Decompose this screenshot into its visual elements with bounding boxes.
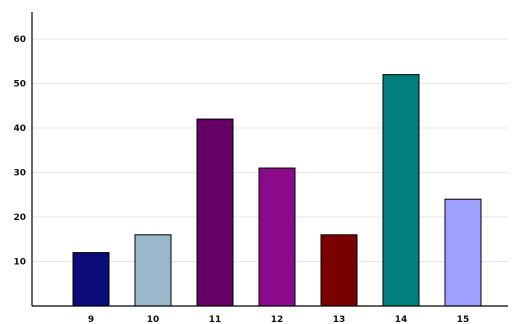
y-tick-label: 10 — [13, 258, 26, 268]
bar-11 — [196, 118, 234, 307]
bar-13 — [320, 234, 358, 307]
bar-15 — [444, 198, 482, 307]
y-axis-ticks: 10 20 30 40 50 60 — [13, 35, 26, 268]
y-tick-label: 60 — [13, 35, 26, 45]
x-axis-ticks: 9 10 11 12 13 14 15 — [88, 315, 469, 324]
x-tick-label: 15 — [457, 315, 470, 324]
x-tick-label: 14 — [395, 315, 408, 324]
bar-9 — [72, 252, 110, 307]
bars — [72, 74, 482, 307]
x-tick-label: 11 — [209, 315, 222, 324]
y-tick-label: 30 — [13, 169, 26, 179]
y-tick-label: 40 — [13, 124, 26, 134]
y-tick-label: 20 — [13, 213, 26, 223]
y-tick-label: 50 — [13, 80, 26, 90]
bar-10 — [134, 234, 172, 307]
x-tick-label: 13 — [333, 315, 346, 324]
x-tick-label: 12 — [271, 315, 284, 324]
x-tick-label: 10 — [147, 315, 160, 324]
bar-12 — [258, 167, 296, 307]
bar-14 — [382, 74, 420, 307]
x-tick-label: 9 — [88, 315, 94, 324]
